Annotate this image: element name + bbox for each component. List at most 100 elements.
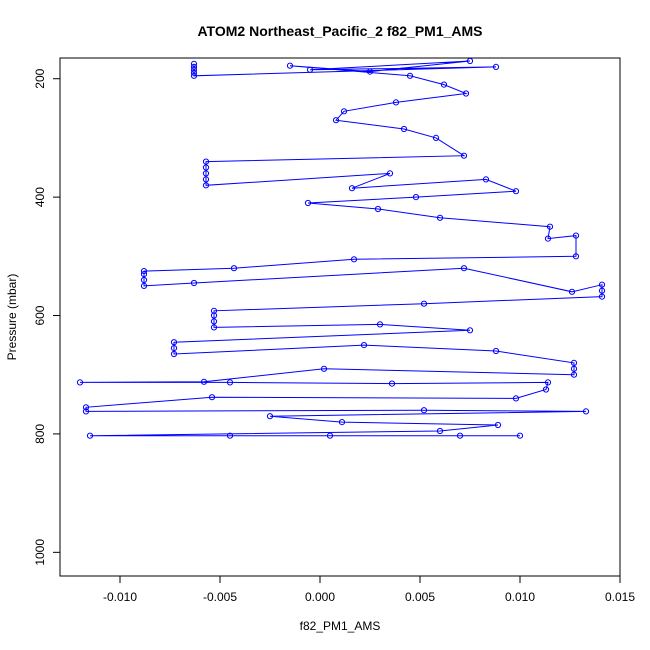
data-point <box>202 176 210 183</box>
data-point <box>466 327 474 334</box>
data-point <box>392 99 400 106</box>
x-tick-label: 0.015 <box>605 590 635 604</box>
data-point <box>412 194 420 201</box>
data-point <box>350 256 358 263</box>
y-axis-label: Pressure (mbar) <box>5 274 19 361</box>
data-point <box>512 395 520 402</box>
data-point <box>494 421 502 429</box>
data-point <box>460 152 468 159</box>
data-point <box>598 287 606 294</box>
data-point <box>572 253 580 260</box>
data-point <box>482 176 490 183</box>
data-point <box>190 279 198 287</box>
data-point <box>208 394 216 401</box>
data-point <box>366 68 374 75</box>
x-tick-label: -0.005 <box>203 590 237 604</box>
data-point <box>190 63 198 71</box>
data-point <box>462 90 470 97</box>
data-point <box>440 81 448 88</box>
data-point <box>338 419 346 426</box>
y-tick-label: 400 <box>33 187 47 207</box>
chart-title: ATOM2 Northeast_Pacific_2 f82_PM1_AMS <box>197 23 482 39</box>
data-point <box>226 432 234 439</box>
x-axis: -0.010 -0.005 0.000 0.005 0.010 0.015 <box>103 576 635 604</box>
data-point <box>170 345 178 352</box>
series-layer <box>76 57 606 439</box>
data-point <box>230 265 238 272</box>
data-point <box>82 408 90 415</box>
y-axis: 200 400 600 800 1000 <box>33 68 60 566</box>
data-point <box>140 276 148 284</box>
data-point <box>332 117 340 124</box>
data-point <box>466 57 474 65</box>
x-tick-label: -0.010 <box>103 590 137 604</box>
data-point <box>492 347 500 355</box>
data-point <box>140 271 148 278</box>
data-point <box>286 62 294 69</box>
data-point <box>512 188 520 195</box>
data-point <box>406 72 414 79</box>
data-point <box>436 214 444 221</box>
data-point <box>304 199 312 207</box>
data-point <box>420 300 428 307</box>
data-point <box>570 365 578 372</box>
data-point <box>546 223 554 230</box>
data-point <box>266 413 274 420</box>
data-point <box>140 282 148 289</box>
data-point <box>544 235 552 242</box>
data-point <box>542 386 550 393</box>
data-point <box>388 380 396 387</box>
data-point <box>170 339 178 346</box>
data-point <box>82 404 90 411</box>
data-point <box>360 342 368 349</box>
data-point <box>544 379 552 386</box>
data-point <box>210 318 218 325</box>
data-point <box>598 293 606 300</box>
data-point <box>190 69 198 76</box>
y-tick-label: 200 <box>33 68 47 88</box>
data-point <box>436 427 444 435</box>
data-point <box>170 350 178 358</box>
data-point <box>190 72 198 79</box>
data-point <box>202 170 210 177</box>
y-tick-label: 1000 <box>33 539 47 566</box>
data-point <box>432 134 440 141</box>
data-point <box>386 170 394 177</box>
data-point <box>140 268 148 275</box>
data-point <box>76 379 84 386</box>
data-point <box>340 108 348 115</box>
data-point <box>568 288 576 295</box>
data-point <box>202 182 210 189</box>
data-point <box>190 66 198 73</box>
data-point <box>200 378 208 385</box>
data-point <box>376 321 384 328</box>
data-point <box>226 379 234 386</box>
data-point <box>598 281 606 288</box>
data-point <box>516 432 524 439</box>
x-axis-label: f82_PM1_AMS <box>300 619 381 633</box>
plot-frame <box>59 57 621 577</box>
data-point <box>210 324 218 331</box>
x-tick-label: 0.010 <box>505 590 535 604</box>
data-point <box>348 185 356 192</box>
series-line <box>79 60 603 437</box>
data-point <box>420 407 428 414</box>
data-point <box>320 365 328 372</box>
data-point <box>326 432 334 439</box>
data-point <box>492 63 500 71</box>
data-point <box>570 371 578 378</box>
data-point <box>460 265 468 272</box>
data-point <box>374 205 382 213</box>
data-point <box>86 432 94 439</box>
y-tick-label: 600 <box>33 305 47 325</box>
data-point <box>306 66 314 73</box>
x-tick-label: 0.000 <box>305 590 335 604</box>
x-tick-label: 0.005 <box>405 590 435 604</box>
data-point <box>202 158 210 165</box>
data-point <box>400 125 408 133</box>
data-point <box>582 408 590 415</box>
data-point <box>202 164 210 171</box>
data-point <box>456 432 464 439</box>
data-point <box>210 312 218 319</box>
